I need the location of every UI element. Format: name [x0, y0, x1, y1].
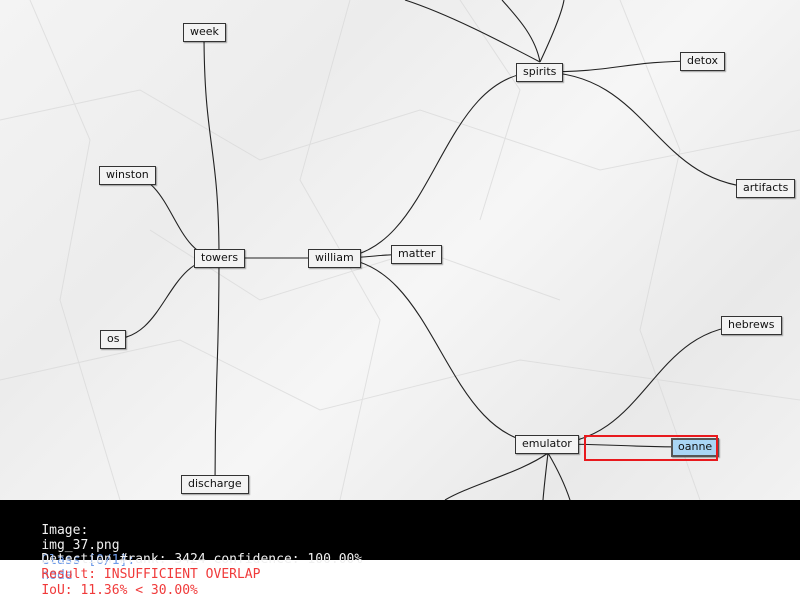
- node-hebrews: hebrews: [721, 316, 782, 335]
- result-text: Result: INSUFFICIENT OVERLAP: [41, 567, 261, 582]
- edge-spirits-offscreen-3: [404, 0, 541, 63]
- detection-bounding-box: [584, 435, 718, 461]
- edge-emulator-hebrews: [546, 324, 752, 445]
- status-line-2: Detection #rank: 3424 confidence: 100.00…: [10, 537, 362, 597]
- edge-towers-os: [112, 257, 220, 340]
- node-artifacts: artifacts: [736, 179, 796, 198]
- node-winston: winston: [99, 166, 156, 185]
- edge-william-emulator: [333, 257, 548, 445]
- edge-emulator-offscreen-2: [542, 452, 549, 500]
- edge-spirits-offscreen-2: [539, 0, 565, 63]
- node-towers: towers: [194, 249, 246, 268]
- edge-spirits-artifacts: [538, 71, 766, 189]
- status-bar: Image: img_37.png Class [0/1]: node IoU:…: [0, 500, 800, 598]
- edge-towers-discharge: [214, 257, 220, 485]
- edge-towers-week: [203, 31, 220, 259]
- graph-canvas: week winston towers os discharge william matte…: [0, 0, 800, 500]
- edge-spirits-detox: [538, 60, 703, 73]
- edge-spirits-offscreen-1: [501, 0, 541, 63]
- edge-emulator-offscreen-3: [547, 452, 571, 500]
- edge-emulator-offscreen-1: [444, 452, 549, 500]
- node-matter: matter: [391, 245, 443, 264]
- image-name: img_37.png: [41, 538, 120, 553]
- image-label: Image:: [41, 523, 89, 538]
- node-william: william: [308, 249, 361, 268]
- node-spirits: spirits: [516, 63, 564, 82]
- node-emulator: emulator: [515, 435, 579, 454]
- node-detox: detox: [680, 52, 725, 71]
- node-os: os: [100, 330, 127, 349]
- node-oanne: oanne: [671, 438, 720, 457]
- node-discharge: discharge: [181, 475, 249, 494]
- edge-william-spirits: [333, 71, 540, 259]
- node-week: week: [183, 23, 226, 42]
- edge-towers-winston: [126, 174, 220, 259]
